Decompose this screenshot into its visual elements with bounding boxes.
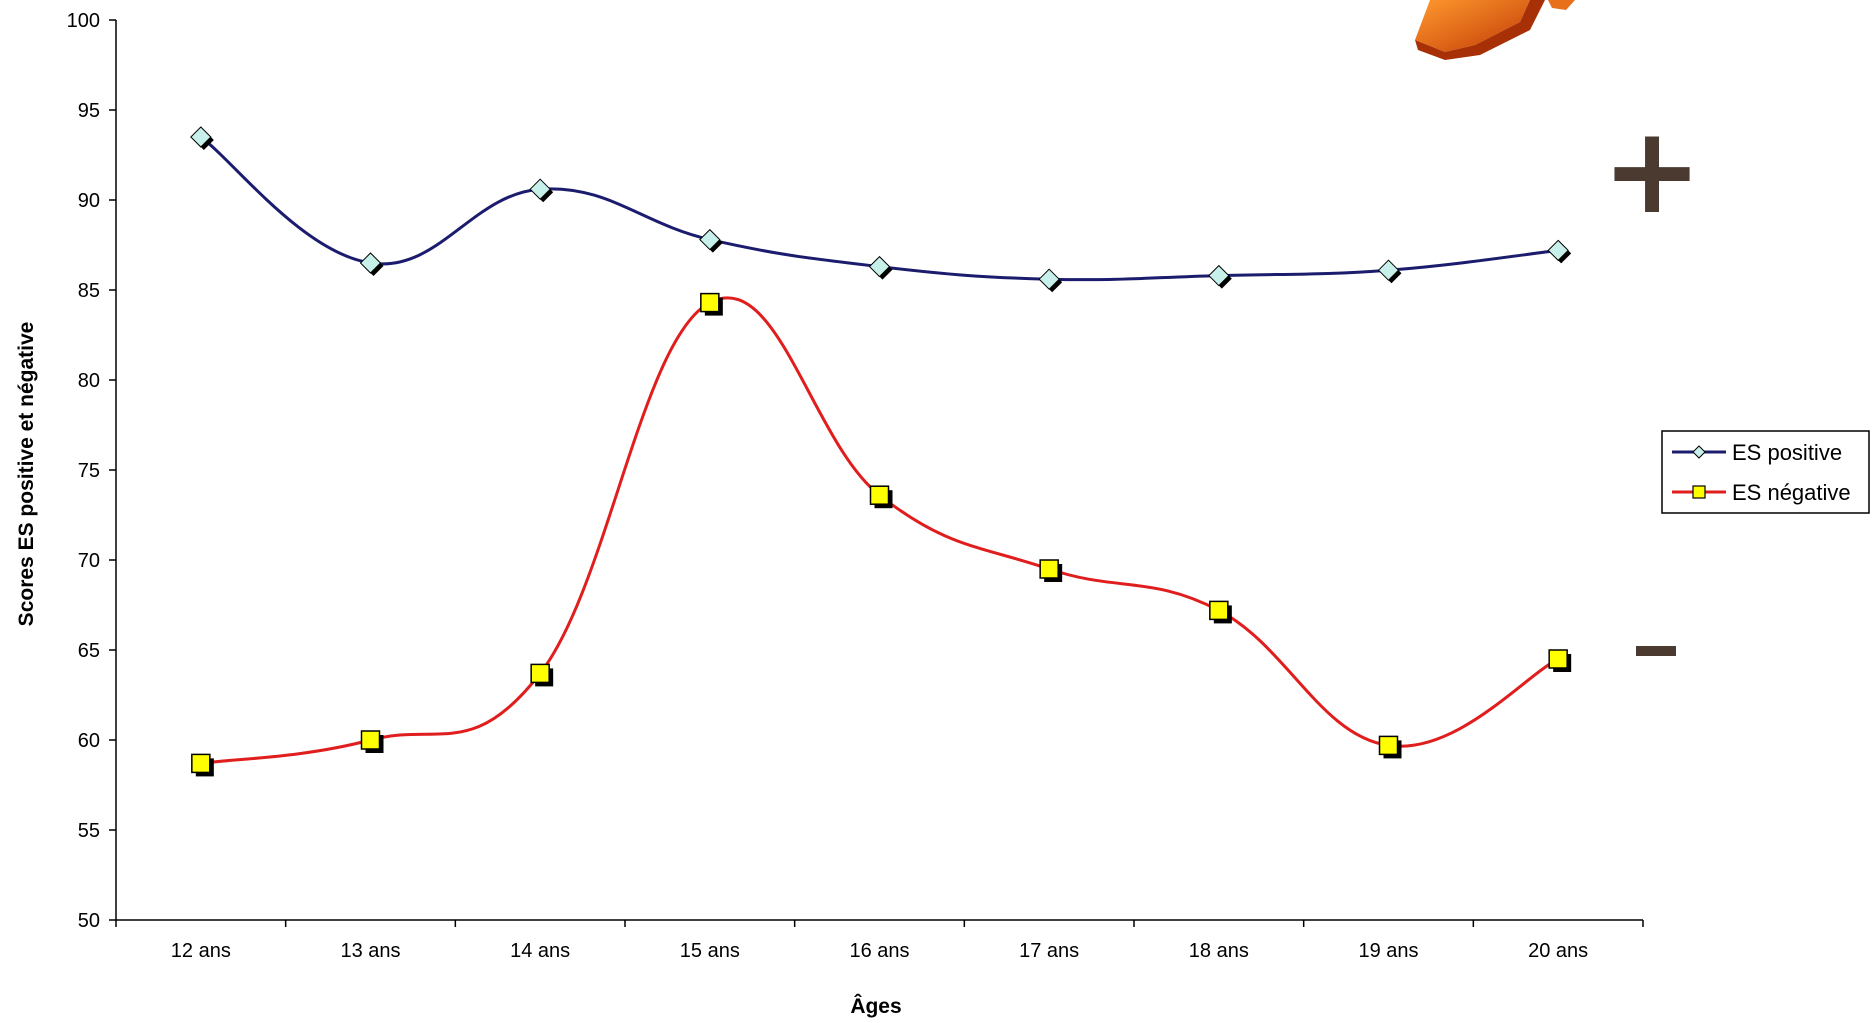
legend-item: ES positive bbox=[1672, 440, 1842, 465]
data-point-marker bbox=[1378, 735, 1399, 756]
plus-annotation: + bbox=[1602, 102, 1703, 241]
logo-icon bbox=[1415, 0, 1575, 60]
series-line bbox=[200, 296, 1559, 765]
y-tick-label: 100 bbox=[67, 10, 100, 32]
y-tick-label: 75 bbox=[78, 460, 100, 482]
x-tick-label: 18 ans bbox=[1189, 940, 1249, 962]
x-tick-label: 13 ans bbox=[340, 940, 400, 962]
x-axis: 12 ans 13 ans 14 ans 15 ans 16 ans 17 ans 18 a… bbox=[115, 919, 1644, 962]
legend-marker bbox=[1692, 445, 1706, 459]
y-tick-label: 85 bbox=[78, 280, 100, 302]
x-tick-label: 19 ans bbox=[1358, 940, 1418, 962]
data-point-marker bbox=[1039, 559, 1059, 579]
y-axis-title: Scores ES positive et négative bbox=[15, 322, 38, 627]
data-point-marker bbox=[1548, 649, 1568, 669]
data-point-marker bbox=[868, 255, 891, 278]
x-tick-label: 16 ans bbox=[849, 940, 909, 962]
data-point-marker bbox=[699, 228, 721, 251]
data-point-marker bbox=[1547, 239, 1569, 262]
legend-label: ES positive bbox=[1732, 440, 1842, 465]
y-tick-label: 80 bbox=[78, 370, 100, 392]
legend-marker bbox=[1692, 485, 1706, 499]
x-tick-label: 15 ans bbox=[680, 940, 740, 962]
data-point-marker bbox=[1208, 264, 1230, 287]
y-tick-label: 70 bbox=[78, 550, 100, 572]
y-tick-label: 90 bbox=[78, 190, 100, 212]
x-axis-title: Âges bbox=[850, 994, 901, 1018]
y-tick-label: 50 bbox=[78, 910, 100, 932]
legend-label: ES négative bbox=[1732, 480, 1851, 505]
x-tick-label: 14 ans bbox=[510, 940, 570, 962]
series-es-positive bbox=[190, 126, 1572, 293]
data-point-marker bbox=[1209, 600, 1229, 621]
data-point-marker bbox=[190, 126, 212, 148]
y-tick-label: 65 bbox=[78, 640, 100, 662]
y-tick-label: 60 bbox=[78, 730, 100, 752]
legend-item: ES négative bbox=[1672, 480, 1851, 505]
y-axis: 50 55 60 65 70 75 80 85 90 95 100 bbox=[67, 10, 117, 932]
x-tick-label: 17 ans bbox=[1019, 940, 1079, 962]
data-point-marker bbox=[1038, 268, 1060, 290]
data-point-marker bbox=[1377, 259, 1400, 281]
series-es-negative bbox=[191, 292, 1572, 777]
legend: ES positive ES négative bbox=[1661, 430, 1870, 514]
data-point-marker bbox=[530, 663, 550, 684]
legend-box bbox=[1661, 430, 1870, 514]
x-tick-label: 20 ans bbox=[1528, 940, 1588, 962]
data-point-marker bbox=[529, 178, 551, 200]
data-point-marker bbox=[700, 292, 720, 313]
x-tick-label: 12 ans bbox=[171, 940, 231, 962]
data-point-marker bbox=[359, 252, 382, 274]
series-layer bbox=[190, 126, 1572, 777]
y-tick-label: 95 bbox=[78, 100, 100, 122]
data-point-marker bbox=[191, 753, 211, 774]
data-point-marker bbox=[360, 730, 381, 750]
y-tick-label: 55 bbox=[78, 820, 100, 842]
data-point-marker bbox=[869, 485, 890, 505]
minus-annotation bbox=[1636, 646, 1676, 656]
